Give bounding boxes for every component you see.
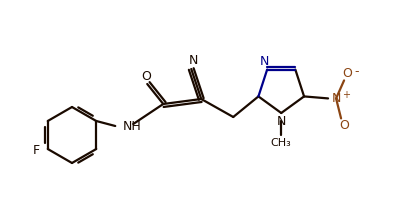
Text: NH: NH (123, 120, 142, 133)
Text: N: N (277, 114, 286, 127)
Text: CH₃: CH₃ (271, 138, 292, 148)
Text: N: N (189, 54, 198, 67)
Text: O: O (141, 70, 151, 83)
Text: O: O (342, 67, 352, 80)
Text: -: - (354, 65, 359, 78)
Text: +: + (342, 90, 350, 100)
Text: N: N (331, 92, 341, 105)
Text: F: F (33, 143, 40, 156)
Text: N: N (259, 55, 269, 68)
Text: O: O (339, 119, 349, 132)
